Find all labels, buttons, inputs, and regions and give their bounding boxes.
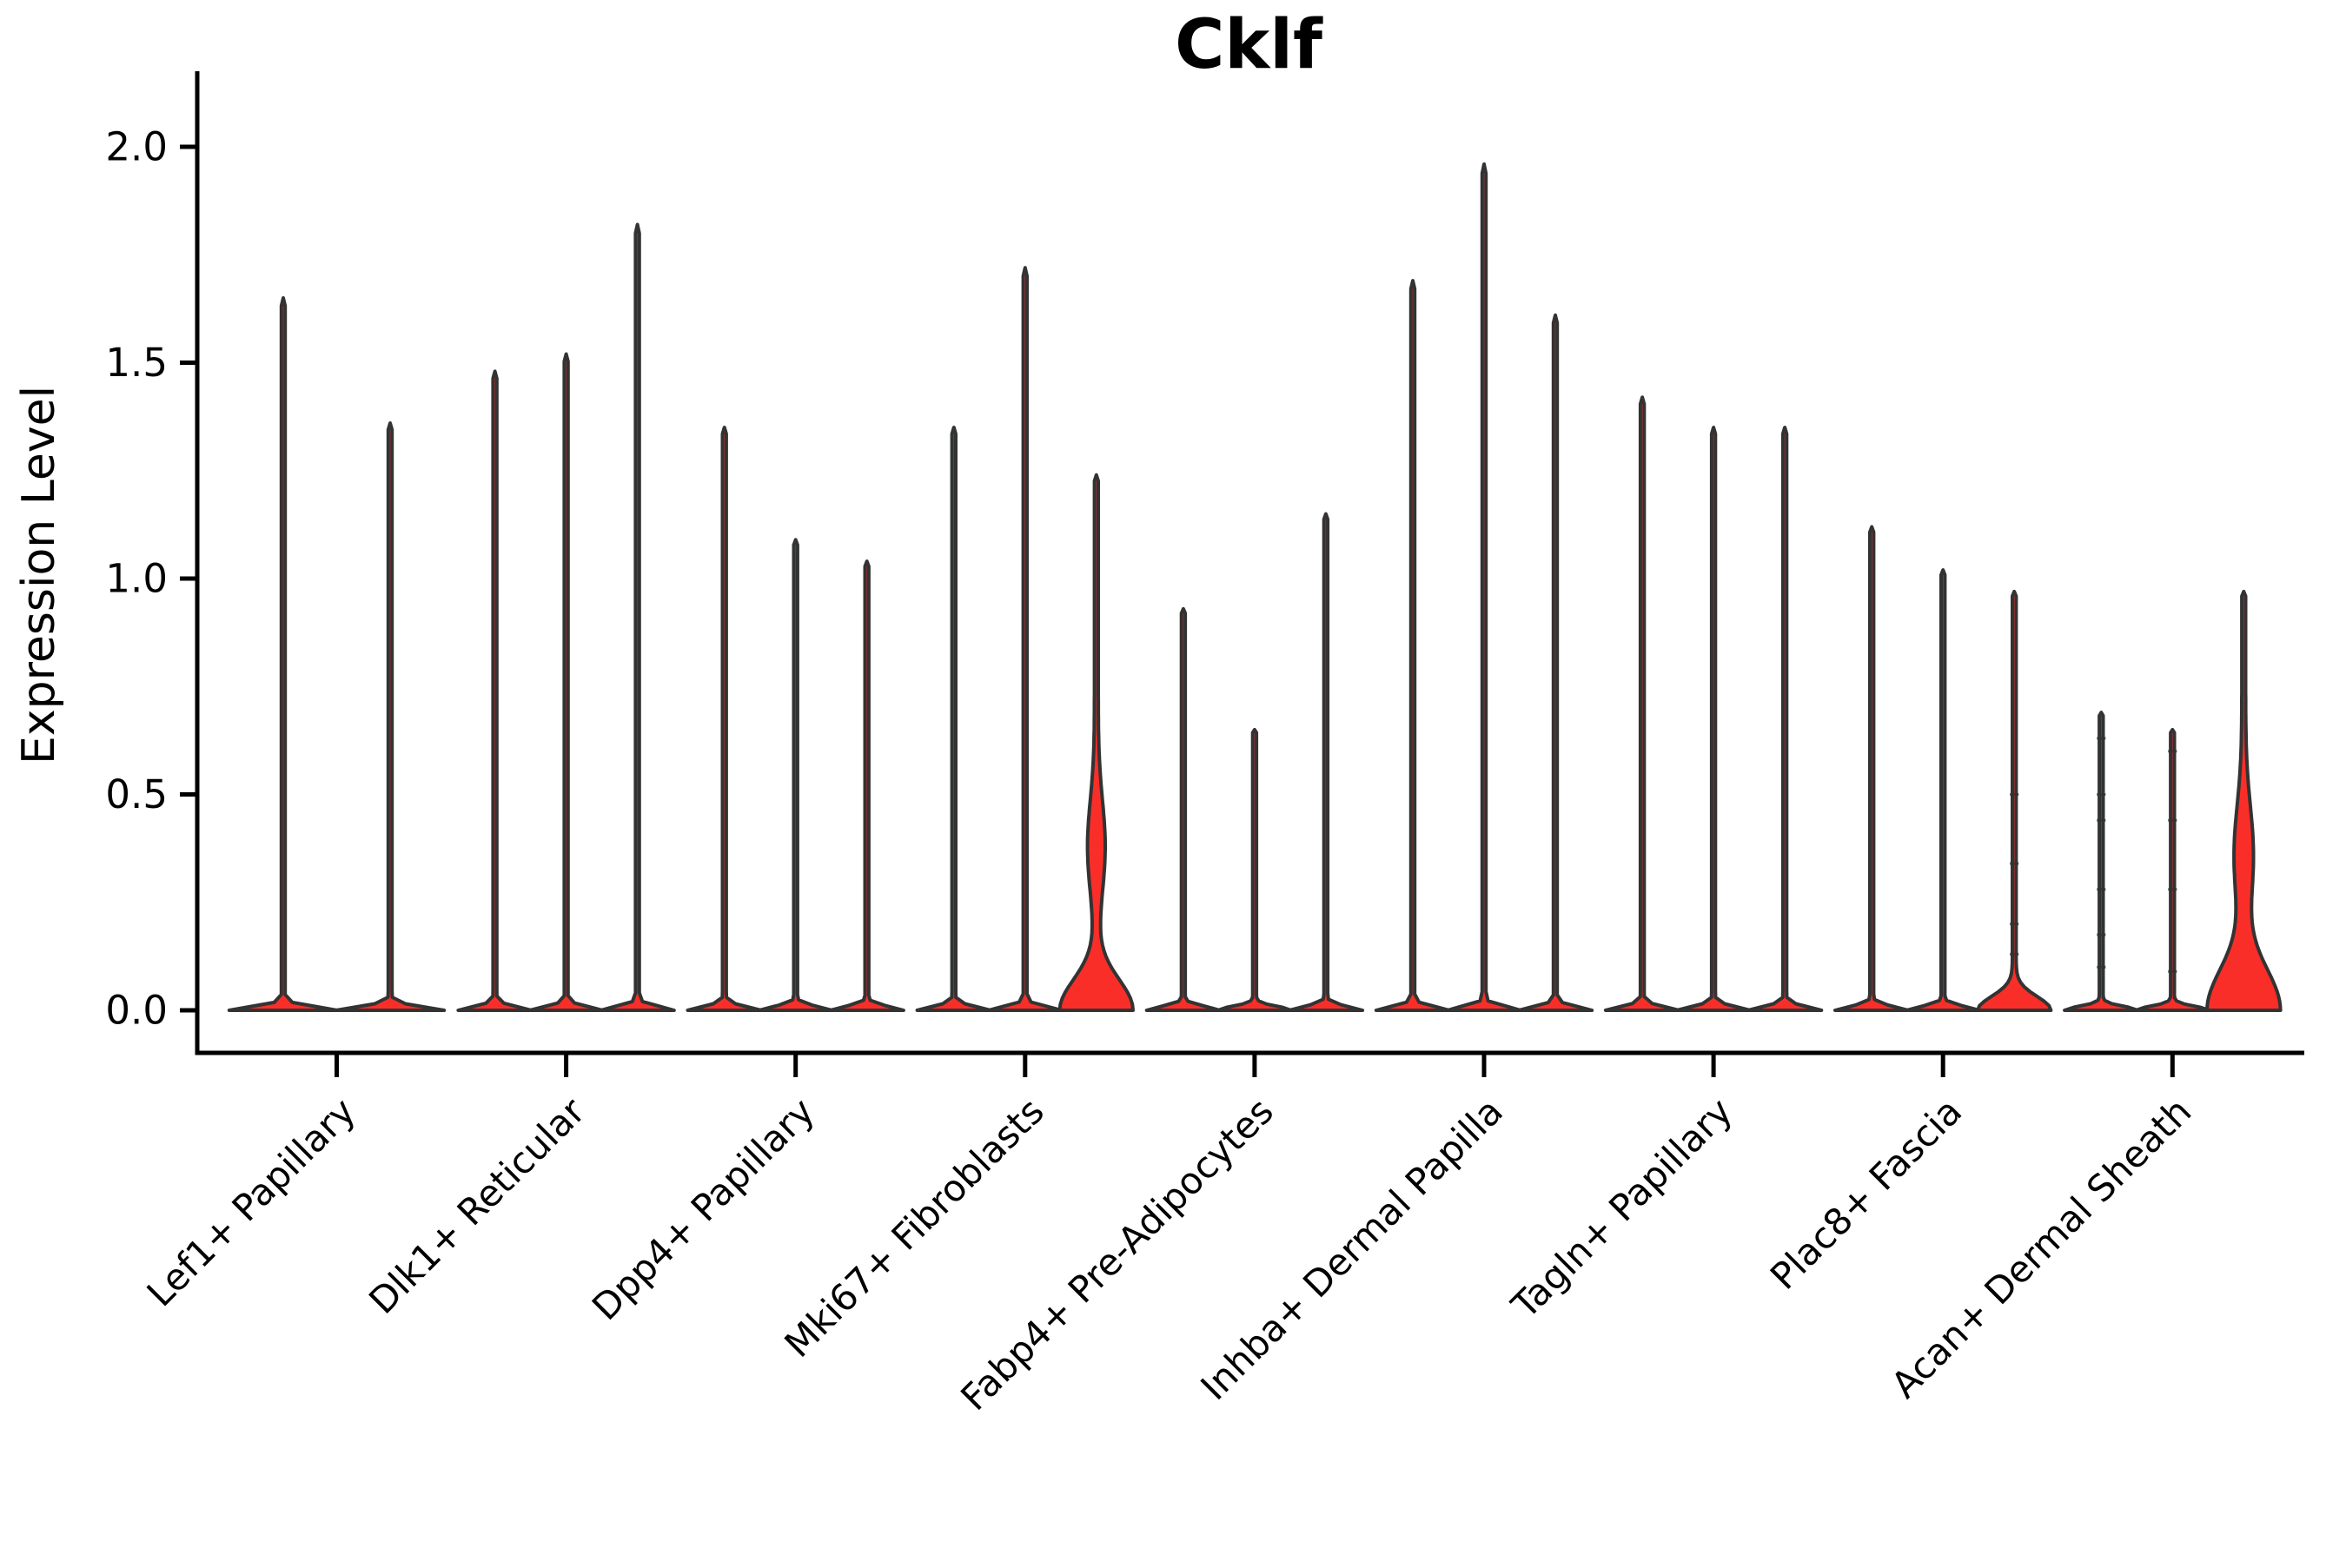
data-points-layer bbox=[2010, 737, 2177, 973]
violin bbox=[1057, 473, 1135, 1012]
violin bbox=[986, 266, 1064, 1012]
data-point bbox=[2097, 888, 2106, 891]
violin bbox=[527, 352, 605, 1012]
y-tick-label: 0.5 bbox=[105, 771, 168, 817]
x-tick-label: Tagln+ Papillary bbox=[1503, 1089, 1740, 1327]
violins-layer bbox=[227, 162, 2283, 1012]
x-tick-label: Dpp4+ Papillary bbox=[584, 1089, 823, 1328]
violin bbox=[828, 559, 905, 1012]
data-point bbox=[2097, 933, 2106, 936]
data-point bbox=[2010, 952, 2019, 956]
violin bbox=[1216, 728, 1294, 1012]
violin bbox=[1445, 162, 1523, 1012]
data-point bbox=[2097, 965, 2106, 969]
violin bbox=[1144, 606, 1223, 1012]
x-tick-label: Mki67+ Fibroblasts bbox=[776, 1089, 1051, 1365]
data-point bbox=[2168, 969, 2177, 973]
data-point bbox=[2097, 737, 2106, 740]
violin bbox=[915, 426, 992, 1012]
data-point bbox=[2168, 750, 2177, 753]
violin bbox=[757, 538, 834, 1012]
violin bbox=[456, 369, 533, 1012]
data-point bbox=[2010, 862, 2019, 865]
violin bbox=[1674, 426, 1753, 1012]
data-point bbox=[2168, 818, 2177, 822]
violin bbox=[227, 296, 340, 1012]
y-tick-label: 1.5 bbox=[105, 340, 168, 386]
y-tick-label: 2.0 bbox=[105, 124, 168, 170]
violin bbox=[2205, 589, 2283, 1012]
violin bbox=[1905, 568, 1982, 1012]
violin bbox=[1287, 512, 1365, 1012]
violin bbox=[1516, 313, 1594, 1012]
violin bbox=[1746, 426, 1824, 1012]
data-point bbox=[2097, 793, 2106, 796]
data-point bbox=[2097, 818, 2106, 822]
violin bbox=[2063, 711, 2140, 1012]
data-point bbox=[2010, 923, 2019, 926]
violin bbox=[1374, 279, 1452, 1012]
violin bbox=[2134, 728, 2211, 1012]
x-tick-label: Plac8+ Fascia bbox=[1762, 1089, 1970, 1297]
violin bbox=[686, 426, 763, 1012]
y-tick-label: 1.0 bbox=[105, 556, 168, 602]
chart-title: Cklf bbox=[1175, 6, 1323, 84]
data-point bbox=[2010, 793, 2019, 796]
y-axis-label: Expression Level bbox=[13, 386, 65, 764]
axes-layer bbox=[180, 71, 2304, 1077]
violin bbox=[1976, 589, 2053, 1012]
y-tick-label: 0.0 bbox=[105, 988, 168, 1034]
violin bbox=[1833, 525, 1911, 1012]
violin bbox=[599, 222, 676, 1012]
violin bbox=[1603, 395, 1681, 1012]
x-tick-label: Lef1+ Papillary bbox=[139, 1089, 364, 1314]
violin bbox=[334, 421, 447, 1012]
data-point bbox=[2168, 888, 2177, 891]
x-tick-label: Dlk1+ Reticular bbox=[361, 1089, 593, 1322]
